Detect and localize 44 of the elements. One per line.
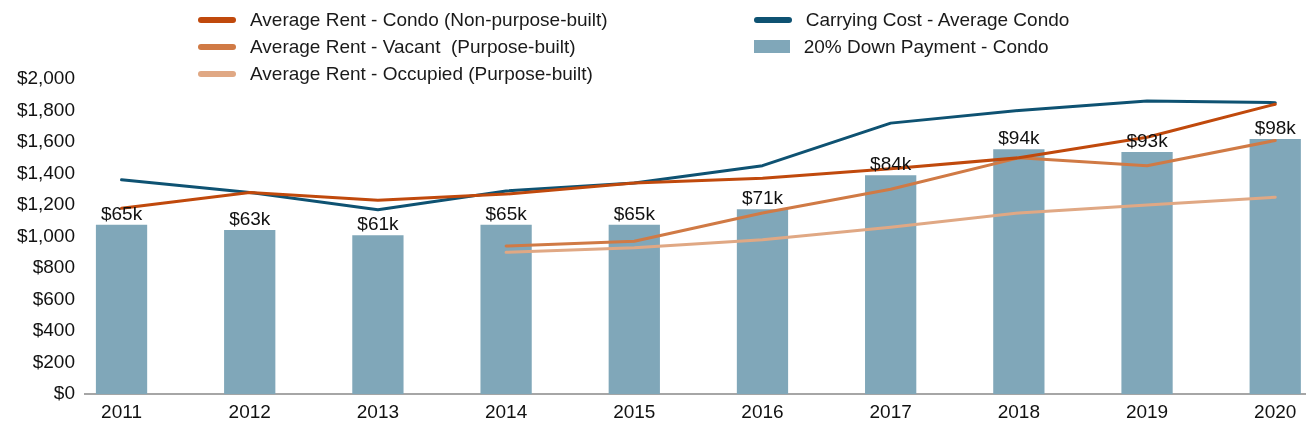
bar (608, 224, 660, 395)
y-tick-label: $600 (32, 287, 75, 309)
bar (224, 230, 276, 395)
y-tick-label: $1,400 (16, 161, 75, 183)
bar (1121, 151, 1173, 395)
bar (865, 175, 917, 395)
x-tick-label: 2014 (484, 400, 528, 422)
legend-label: Average Rent - Condo (Non-purpose-built) (250, 8, 608, 31)
y-tick-label: $1,000 (16, 224, 75, 246)
data-label: $65k (100, 202, 143, 224)
bar (480, 224, 532, 395)
y-tick-label: $2,000 (16, 67, 75, 89)
x-tick-label: 2013 (356, 400, 400, 422)
y-tick-label: $1,600 (16, 130, 75, 152)
x-tick-label: 2015 (613, 400, 656, 422)
data-label: $94k (998, 127, 1040, 149)
data-label: $65k (485, 202, 528, 224)
bar (352, 235, 404, 395)
x-tick-label: 2012 (228, 400, 271, 422)
data-label: $65k (613, 202, 656, 224)
x-tick-label: 2016 (741, 400, 784, 422)
x-tick-label: 2011 (101, 400, 142, 422)
x-tick-label: 2019 (1125, 400, 1169, 422)
data-label: $61k (357, 213, 400, 235)
y-tick-label: $1,800 (16, 98, 75, 120)
bar (736, 209, 789, 395)
y-tick-label: $800 (32, 256, 75, 278)
y-tick-label: $0 (53, 382, 75, 404)
legend-label: Average Rent - Vacant (Purpose-built) (250, 35, 576, 58)
bar (95, 224, 148, 395)
x-tick-label: 2017 (869, 400, 912, 422)
y-tick-label: $200 (32, 350, 75, 372)
legend-label: Average Rent - Occupied (Purpose-built) (250, 62, 593, 85)
legend-label: 20% Down Payment - Condo (803, 35, 1049, 58)
y-tick-label: $1,200 (16, 193, 75, 215)
data-label: $63k (229, 207, 271, 229)
x-tick-label: 2018 (997, 400, 1040, 422)
x-tick-label: 2020 (1254, 400, 1297, 422)
data-label: $98k (1254, 116, 1297, 138)
legend-label: Carrying Cost - Average Condo (805, 8, 1070, 31)
y-tick-label: $400 (32, 319, 75, 341)
bar (1249, 138, 1301, 395)
bar (993, 149, 1045, 395)
data-label: $71k (741, 186, 784, 208)
